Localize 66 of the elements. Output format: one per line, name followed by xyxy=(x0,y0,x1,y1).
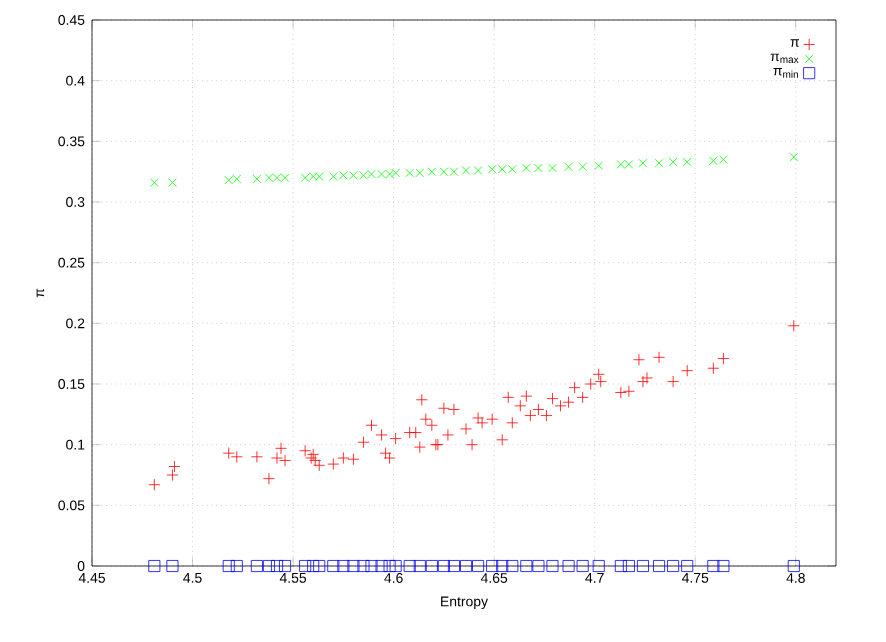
point xyxy=(262,560,275,572)
point xyxy=(337,560,350,572)
point xyxy=(624,160,634,169)
point xyxy=(564,162,573,172)
point xyxy=(313,560,326,572)
point xyxy=(506,560,519,572)
point xyxy=(279,560,292,572)
point xyxy=(307,560,320,572)
point xyxy=(385,169,394,179)
point xyxy=(668,157,678,167)
point xyxy=(149,178,159,187)
point xyxy=(232,174,242,184)
point xyxy=(300,173,310,183)
point xyxy=(347,560,360,572)
point xyxy=(614,560,627,572)
point xyxy=(654,158,664,168)
point xyxy=(562,560,575,572)
point xyxy=(667,560,680,572)
point xyxy=(578,162,587,172)
point xyxy=(280,173,290,183)
point xyxy=(532,560,545,572)
point xyxy=(299,560,312,572)
point xyxy=(486,560,499,572)
point xyxy=(437,560,450,572)
point xyxy=(592,560,605,572)
point xyxy=(594,161,604,170)
point xyxy=(383,560,396,572)
point xyxy=(636,560,649,572)
point xyxy=(789,152,799,162)
point xyxy=(250,560,263,572)
point xyxy=(653,560,666,572)
point xyxy=(638,158,648,168)
point xyxy=(460,560,472,572)
point xyxy=(447,560,460,572)
point xyxy=(224,175,234,185)
point xyxy=(622,560,635,572)
point xyxy=(707,560,720,572)
point xyxy=(148,560,161,572)
point xyxy=(272,173,282,183)
point xyxy=(391,168,400,178)
point xyxy=(357,560,370,572)
point xyxy=(365,560,378,572)
point xyxy=(314,172,324,181)
point xyxy=(472,560,485,572)
point xyxy=(222,560,235,572)
point xyxy=(389,560,402,572)
point xyxy=(681,560,694,572)
point xyxy=(230,560,243,572)
point xyxy=(717,560,730,572)
point xyxy=(168,178,177,187)
point xyxy=(413,560,426,572)
point xyxy=(520,560,533,572)
point xyxy=(375,560,388,572)
point xyxy=(576,560,589,572)
point xyxy=(403,560,416,572)
point xyxy=(787,560,800,572)
point xyxy=(548,163,557,173)
point xyxy=(496,560,509,572)
point xyxy=(425,560,438,572)
point xyxy=(166,560,179,572)
point xyxy=(546,560,559,572)
point xyxy=(271,560,283,572)
point xyxy=(682,157,692,167)
point xyxy=(616,160,626,169)
point xyxy=(308,172,318,181)
point xyxy=(327,560,340,572)
